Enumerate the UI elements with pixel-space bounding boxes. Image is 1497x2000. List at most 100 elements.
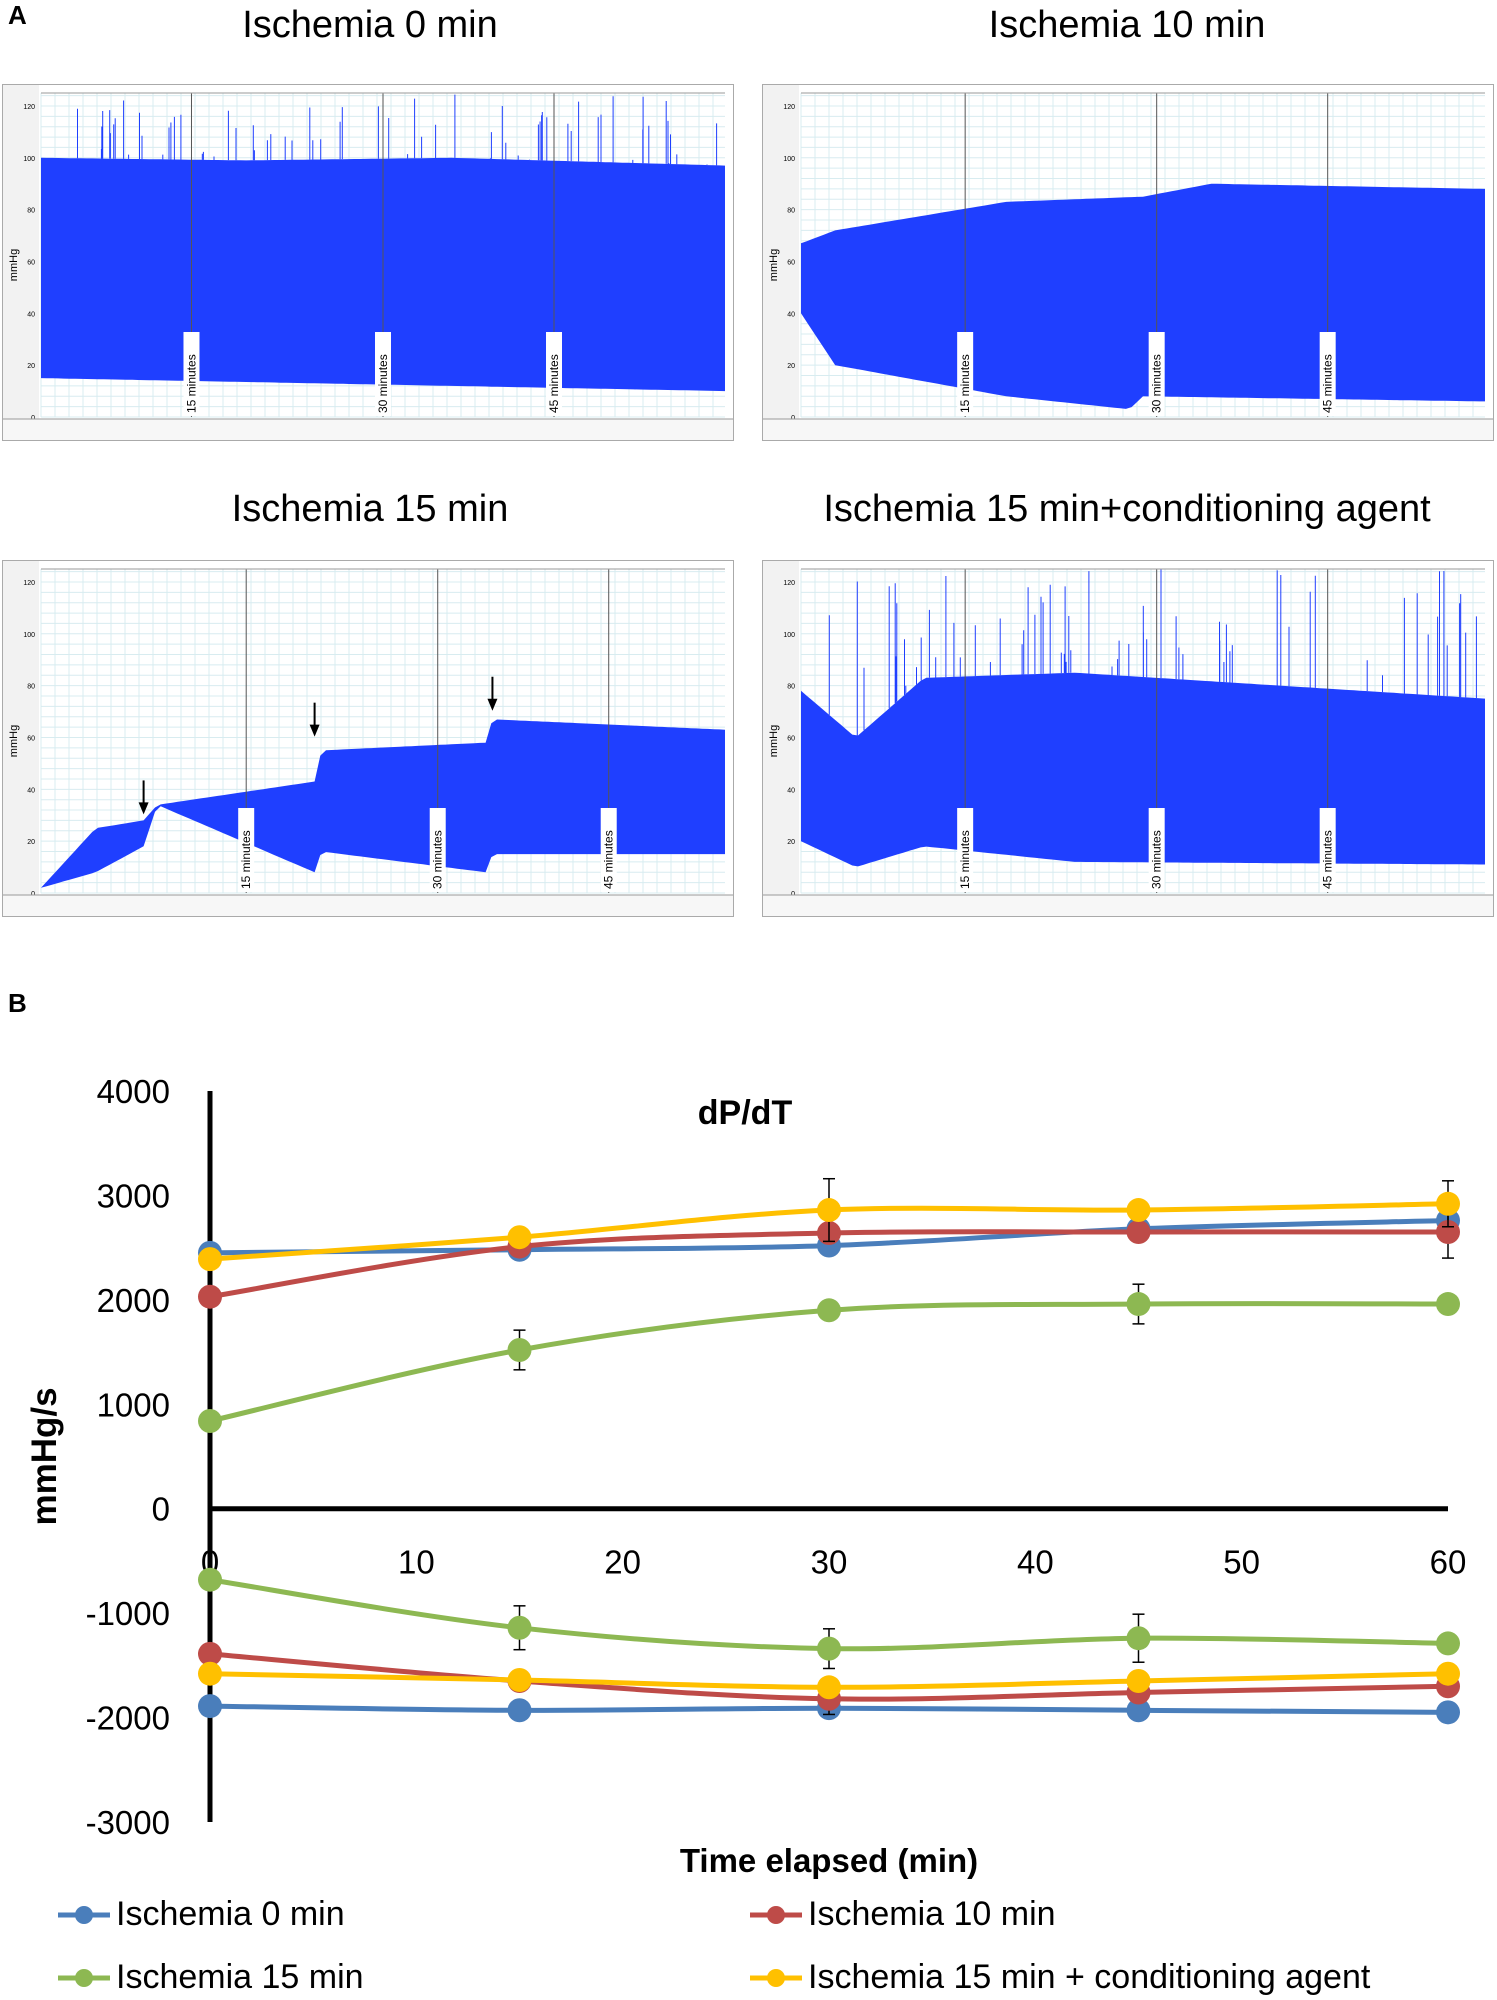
data-point-3-positive bbox=[1126, 1198, 1151, 1223]
panel-b-letter: B bbox=[8, 988, 27, 1018]
y-tick-label: 60 bbox=[787, 735, 795, 742]
data-point-1-positive bbox=[198, 1284, 222, 1309]
marker-label: 30 minutes bbox=[376, 354, 390, 413]
legend-item-0: Ischemia 0 min bbox=[58, 1895, 345, 1934]
marker-label: 15 minutes bbox=[958, 354, 972, 413]
marker-tag: 30 minutes bbox=[429, 808, 446, 892]
marker-tag: 15 minutes bbox=[957, 808, 974, 892]
marker-tag: 30 minutes bbox=[375, 332, 391, 416]
data-point-0-negative bbox=[1126, 1698, 1151, 1723]
y-tick-label: 60 bbox=[27, 735, 35, 742]
y-tick-label: 20 bbox=[787, 363, 795, 370]
y-tick-label: 20 bbox=[27, 363, 35, 370]
marker-label: 15 minutes bbox=[239, 830, 253, 889]
data-point-2-positive bbox=[198, 1408, 222, 1433]
data-point-3-positive bbox=[198, 1247, 222, 1272]
y-unit-label: mmHg bbox=[768, 725, 780, 757]
y-tick-label: 120 bbox=[23, 580, 35, 587]
marker-tag: 45 minutes bbox=[1319, 332, 1336, 416]
y-tick-label: 100 bbox=[783, 156, 795, 163]
y-tick-label: 100 bbox=[23, 156, 35, 163]
axis-strip bbox=[3, 85, 39, 440]
legend-label-0: Ischemia 0 min bbox=[116, 1895, 345, 1933]
marker-box bbox=[375, 332, 391, 416]
y-tick-label: 40 bbox=[27, 787, 35, 794]
data-point-2-negative bbox=[1126, 1626, 1151, 1651]
data-point-3-negative bbox=[817, 1675, 841, 1700]
pressure-spikes bbox=[77, 94, 718, 166]
y-tick-label: 80 bbox=[787, 684, 795, 691]
y-tick-label: 100 bbox=[23, 632, 35, 639]
axis-strip bbox=[763, 561, 799, 916]
y-tick-label: 20 bbox=[787, 839, 795, 846]
x-axis-label: Time elapsed (min) bbox=[680, 1842, 978, 1879]
marker-tag: 30 minutes bbox=[1148, 332, 1165, 416]
marker-label: 15 minutes bbox=[958, 830, 972, 889]
x-tick-label: 30 bbox=[811, 1544, 848, 1581]
data-point-1-negative bbox=[198, 1641, 222, 1666]
y-tick-label: 80 bbox=[27, 684, 35, 691]
time-strip bbox=[3, 419, 733, 440]
marker-label: 45 minutes bbox=[602, 830, 616, 889]
marker-box bbox=[429, 808, 446, 892]
axis-strip bbox=[763, 85, 799, 440]
data-point-3-negative bbox=[198, 1661, 222, 1686]
marker-label: 30 minutes bbox=[1150, 830, 1164, 889]
marker-tag: 15 minutes bbox=[183, 332, 200, 416]
trace-title-1: Ischemia 10 min bbox=[988, 4, 1266, 46]
marker-box bbox=[1148, 332, 1165, 416]
legend-label-2: Ischemia 15 min bbox=[116, 1958, 364, 1996]
y-tick-label: 80 bbox=[787, 208, 795, 215]
trace-title-0: Ischemia 0 min bbox=[242, 4, 498, 46]
legend-label-3: Ischemia 15 min + conditioning agent bbox=[808, 1958, 1371, 1996]
data-point-1-positive bbox=[1436, 1219, 1460, 1244]
x-tick-label: 40 bbox=[1017, 1544, 1054, 1581]
data-point-2-positive bbox=[507, 1337, 532, 1362]
data-point-0-negative bbox=[198, 1694, 222, 1719]
time-strip bbox=[3, 895, 733, 916]
x-tick-label: 50 bbox=[1223, 1544, 1260, 1581]
marker-tag: 45 minutes bbox=[1319, 808, 1336, 892]
x-tick-label: 60 bbox=[1430, 1544, 1467, 1581]
time-strip bbox=[763, 895, 1493, 916]
panel-a-letter: A bbox=[8, 0, 27, 30]
data-point-0-negative bbox=[1436, 1700, 1460, 1725]
y-tick-label: 60 bbox=[787, 259, 795, 266]
marker-tag: 45 minutes bbox=[546, 332, 562, 416]
data-point-3-positive bbox=[507, 1225, 532, 1250]
marker-label: 30 minutes bbox=[1150, 354, 1164, 413]
legend-label-1: Ischemia 10 min bbox=[808, 1895, 1056, 1933]
marker-label: 30 minutes bbox=[431, 830, 445, 889]
legend-item-1: Ischemia 10 min bbox=[750, 1895, 1056, 1934]
y-tick-label: 80 bbox=[27, 208, 35, 215]
chart-title: dP/dT bbox=[698, 1094, 793, 1132]
marker-box bbox=[600, 808, 617, 892]
y-unit-label: mmHg bbox=[768, 249, 780, 281]
event-arrow-head bbox=[138, 802, 149, 815]
pressure-trace-fill bbox=[801, 672, 1485, 867]
y-tick-label: 40 bbox=[787, 787, 795, 794]
marker-box bbox=[1148, 808, 1165, 892]
data-point-2-positive bbox=[1126, 1292, 1151, 1317]
marker-box bbox=[238, 808, 255, 892]
y-tick-label: -1000 bbox=[86, 1595, 170, 1632]
marker-box bbox=[957, 808, 974, 892]
event-arrow-head bbox=[309, 724, 320, 737]
data-point-2-positive bbox=[1436, 1292, 1460, 1317]
trace-title-3: Ischemia 15 min+conditioning agent bbox=[823, 488, 1431, 530]
y-tick-label: 4000 bbox=[97, 1073, 170, 1110]
data-point-3-negative bbox=[1126, 1669, 1151, 1694]
marker-box bbox=[183, 332, 200, 416]
y-tick-label: 0 bbox=[152, 1491, 170, 1528]
marker-tag: 30 minutes bbox=[1148, 808, 1165, 892]
y-tick-label: 3000 bbox=[97, 1177, 170, 1214]
marker-tag: 15 minutes bbox=[957, 332, 974, 416]
trace-title-2: Ischemia 15 min bbox=[231, 488, 509, 530]
y-tick-label: 120 bbox=[783, 104, 795, 111]
y-axis-label: mmHg/s bbox=[25, 1387, 64, 1525]
